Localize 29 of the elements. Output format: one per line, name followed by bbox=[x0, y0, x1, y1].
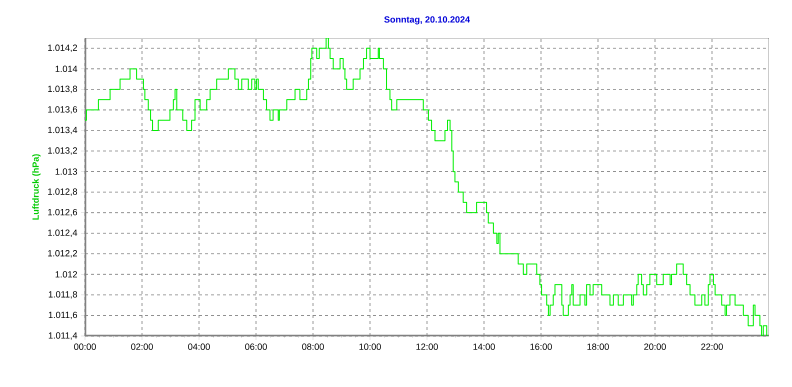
x-tick-label: 04:00 bbox=[188, 344, 210, 350]
x-tick-label: 00:00 bbox=[74, 344, 96, 350]
chart-title: Sonntag, 20.10.2024 bbox=[384, 16, 470, 24]
x-tick-label: 06:00 bbox=[245, 344, 267, 350]
y-tick-label: 1.013,8 bbox=[48, 86, 78, 94]
x-tick-label: 08:00 bbox=[302, 344, 324, 350]
y-tick-label: 1.012,2 bbox=[48, 250, 78, 258]
y-tick-label: 1.014 bbox=[56, 66, 78, 72]
x-tick-label: 20:00 bbox=[644, 344, 666, 350]
y-tick-label: 1.014,2 bbox=[48, 44, 78, 52]
y-tick-label: 1.013,6 bbox=[48, 106, 78, 114]
x-tick-label: 18:00 bbox=[587, 344, 609, 350]
y-tick-label: 1.013 bbox=[56, 168, 78, 175]
y-tick-label: 1.012 bbox=[56, 271, 78, 278]
x-tick-label: 16:00 bbox=[530, 344, 552, 350]
y-tick-label: 1.012,6 bbox=[48, 208, 78, 216]
x-tick-label: 22:00 bbox=[701, 344, 723, 350]
y-tick-label: 1.013,2 bbox=[48, 147, 78, 155]
x-tick-label: 14:00 bbox=[473, 344, 495, 350]
x-tick-label: 12:00 bbox=[416, 344, 438, 350]
x-tick-label: 10:00 bbox=[359, 344, 381, 350]
y-tick-label: 1.011,6 bbox=[48, 312, 78, 320]
y-tick-label: 1.011,8 bbox=[48, 291, 78, 299]
y-axis-title: Luftdruck (hPa) bbox=[32, 154, 41, 220]
y-tick-label: 1.012,8 bbox=[48, 188, 78, 196]
y-tick-label: 1.013,4 bbox=[48, 126, 78, 134]
y-tick-label: 1.011,4 bbox=[48, 332, 78, 340]
x-tick-label: 02:00 bbox=[131, 344, 153, 350]
y-tick-label: 1.012,4 bbox=[48, 230, 78, 237]
